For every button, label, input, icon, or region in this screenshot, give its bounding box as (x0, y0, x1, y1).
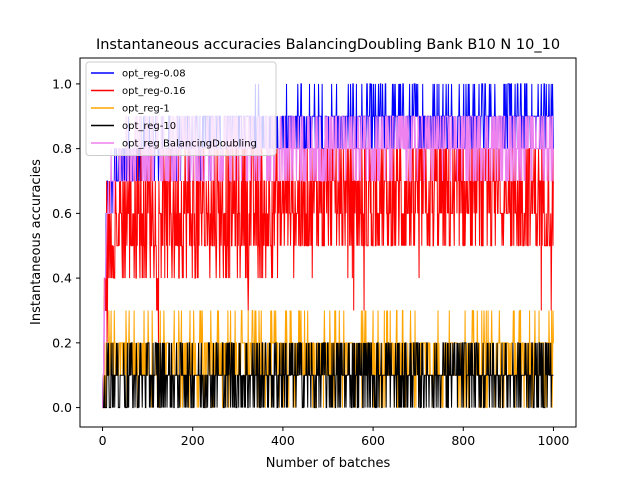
axes-frame (79, 57, 577, 428)
legend-label-3: opt_reg-10 (122, 121, 176, 132)
legend-label-4: opt_reg BalancingDoubling (122, 139, 257, 150)
y-tick-label: 0.4 (52, 271, 72, 286)
y-tick-label: 0.8 (52, 141, 72, 156)
y-tick-label: 0.2 (52, 335, 72, 350)
x-tick-label: 800 (451, 433, 475, 448)
legend-label-2: opt_reg-1 (122, 104, 170, 115)
x-tick-label: 200 (181, 433, 205, 448)
legend-label-0: opt_reg-0.08 (122, 69, 186, 80)
series-line-4 (102, 115, 554, 408)
x-tick-label: 1000 (538, 433, 570, 448)
x-tick-label: 600 (361, 433, 385, 448)
legend-label-1: opt_reg-0.16 (122, 86, 186, 97)
x-axis-ticks: 0 200 400 600 800 1000 (99, 427, 570, 448)
x-tick-label: 400 (271, 433, 295, 448)
y-axis-ticks: 0.0 0.2 0.4 0.6 0.8 1.0 (52, 76, 80, 415)
y-tick-label: 0.0 (52, 400, 72, 415)
x-tick-label: 0 (99, 433, 107, 448)
y-axis-title: Instantaneous accuracies (29, 159, 44, 325)
legend-box (85, 61, 277, 156)
x-axis-title: Number of batches (266, 456, 391, 471)
legend: opt_reg-0.08 opt_reg-0.16 opt_reg-1 opt_reg… (85, 61, 277, 156)
y-tick-label: 0.6 (52, 206, 72, 221)
chart-title: Instantaneous accuracies BalancingDoubli… (96, 37, 560, 53)
series-line-3 (102, 342, 554, 409)
y-tick-label: 1.0 (52, 76, 72, 91)
